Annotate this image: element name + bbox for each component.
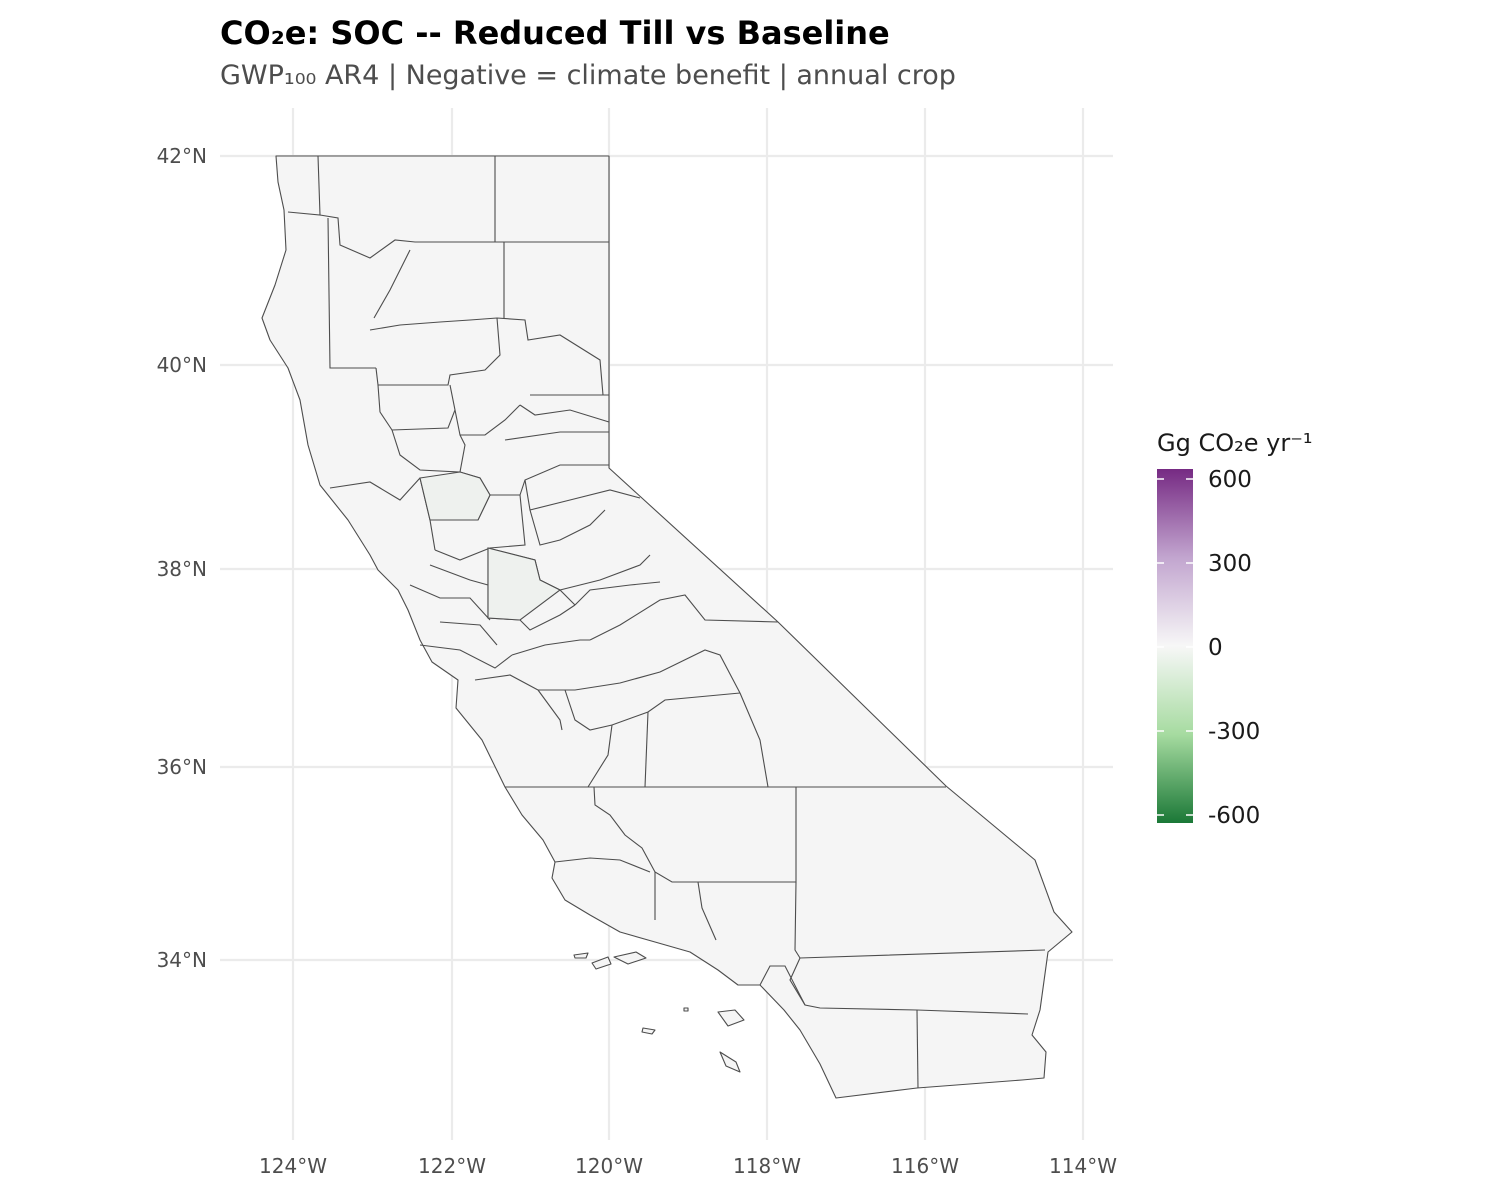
legend-title: Gg CO₂e yr⁻¹ xyxy=(1157,429,1312,457)
legend-label: -600 xyxy=(1208,803,1260,829)
channel-island xyxy=(613,951,647,965)
lon-tick-label: 122°W xyxy=(418,1154,486,1178)
legend-label: 600 xyxy=(1208,467,1252,493)
county-yolo xyxy=(419,471,491,521)
lat-tick-label: 38°N xyxy=(157,557,207,581)
legend-label: 300 xyxy=(1208,551,1252,577)
chart-subtitle: GWP₁₀₀ AR4 | Negative = climate benefit … xyxy=(220,60,956,91)
county-boundaries xyxy=(287,155,1046,1089)
channel-island xyxy=(591,956,612,970)
legend: Gg CO₂e yr⁻¹ 600 300 0 -300 -600 xyxy=(1157,429,1312,829)
lat-axis: 42°N 40°N 38°N 36°N 34°N xyxy=(157,144,207,972)
lon-tick-label: 114°W xyxy=(1049,1154,1117,1178)
county-san-joaquin xyxy=(487,547,562,621)
tinted-counties xyxy=(419,471,562,621)
california-map xyxy=(261,155,1073,1099)
lon-tick-label: 116°W xyxy=(891,1154,959,1178)
legend-label: 0 xyxy=(1208,635,1223,661)
lon-tick-label: 120°W xyxy=(575,1154,643,1178)
chart-title: CO₂e: SOC -- Reduced Till vs Baseline xyxy=(220,14,890,52)
channel-island xyxy=(717,1009,745,1027)
lon-tick-label: 124°W xyxy=(259,1154,327,1178)
legend-ticks xyxy=(1157,478,1193,816)
channel-island xyxy=(719,1051,741,1073)
lat-tick-label: 40°N xyxy=(157,353,207,377)
legend-colorbar xyxy=(1157,469,1193,823)
lat-tick-label: 42°N xyxy=(157,144,207,168)
lat-tick-label: 34°N xyxy=(157,948,207,972)
legend-label: -300 xyxy=(1208,719,1260,745)
california-outline xyxy=(261,155,1073,1099)
channel-island xyxy=(573,952,589,959)
lon-axis: 124°W 122°W 120°W 118°W 116°W 114°W xyxy=(259,1154,1117,1178)
channel-island xyxy=(641,1027,656,1035)
lon-tick-label: 118°W xyxy=(733,1154,801,1178)
lat-tick-label: 36°N xyxy=(157,755,207,779)
channel-island xyxy=(683,1007,689,1012)
